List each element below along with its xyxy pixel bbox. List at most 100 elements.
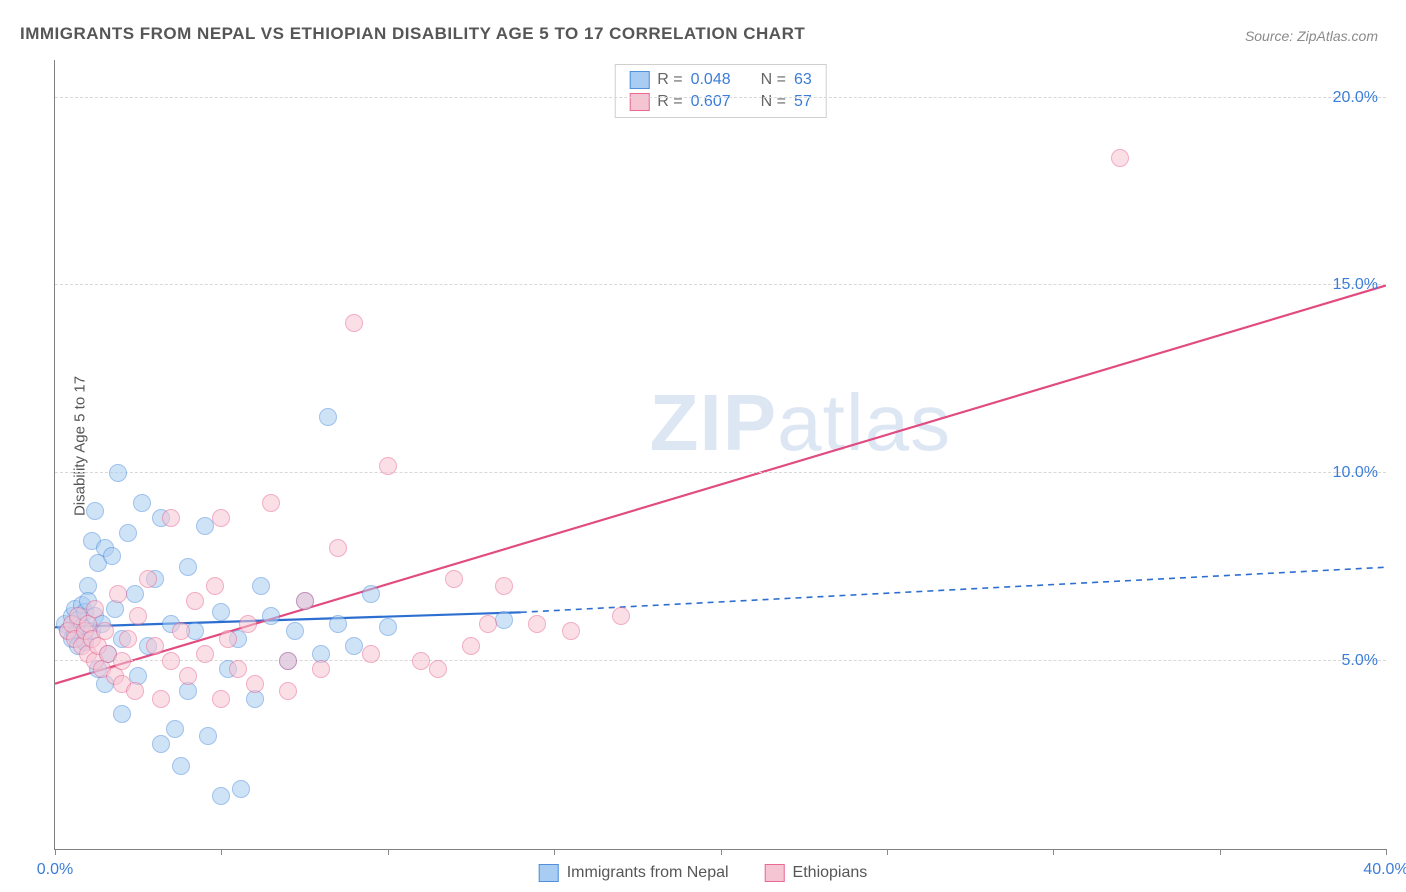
legend-swatch	[765, 864, 785, 882]
legend-series-label: Immigrants from Nepal	[567, 864, 729, 882]
r-label: R =	[657, 71, 682, 89]
x-tick	[1220, 849, 1221, 855]
source-attribution: Source: ZipAtlas.com	[1245, 28, 1378, 44]
scatter-point	[109, 585, 127, 603]
n-label: N =	[761, 71, 786, 89]
r-value: 0.048	[691, 71, 731, 89]
legend-stats: R = 0.048 N = 63 R =0.607N =57	[614, 64, 827, 118]
scatter-point	[362, 645, 380, 663]
scatter-point	[212, 787, 230, 805]
trend-lines	[55, 60, 1386, 849]
scatter-point	[172, 757, 190, 775]
scatter-point	[86, 600, 104, 618]
scatter-point	[162, 509, 180, 527]
scatter-point	[239, 615, 257, 633]
x-tick	[55, 849, 56, 855]
scatter-point	[312, 660, 330, 678]
x-tick	[1053, 849, 1054, 855]
scatter-point	[113, 652, 131, 670]
chart-container: IMMIGRANTS FROM NEPAL VS ETHIOPIAN DISAB…	[0, 0, 1406, 892]
scatter-point	[152, 690, 170, 708]
scatter-point	[246, 675, 264, 693]
x-tick	[554, 849, 555, 855]
scatter-point	[133, 494, 151, 512]
x-tick-label: 0.0%	[37, 861, 73, 879]
scatter-point	[495, 611, 513, 629]
chart-title: IMMIGRANTS FROM NEPAL VS ETHIOPIAN DISAB…	[20, 24, 805, 44]
scatter-point	[262, 607, 280, 625]
scatter-point	[162, 652, 180, 670]
gridline	[55, 284, 1386, 285]
scatter-point	[345, 637, 363, 655]
scatter-point	[212, 509, 230, 527]
scatter-point	[479, 615, 497, 633]
scatter-point	[199, 727, 217, 745]
scatter-point	[196, 517, 214, 535]
scatter-point	[379, 457, 397, 475]
scatter-point	[212, 690, 230, 708]
scatter-point	[286, 622, 304, 640]
scatter-point	[186, 592, 204, 610]
scatter-point	[96, 622, 114, 640]
scatter-point	[212, 603, 230, 621]
scatter-point	[528, 615, 546, 633]
scatter-point	[229, 660, 247, 678]
scatter-point	[126, 682, 144, 700]
y-tick-label: 5.0%	[1342, 652, 1378, 670]
scatter-point	[362, 585, 380, 603]
scatter-point	[196, 645, 214, 663]
scatter-point	[329, 615, 347, 633]
x-tick-label: 40.0%	[1363, 861, 1406, 879]
legend-stat-row: R =0.607N =57	[629, 91, 812, 113]
scatter-point	[119, 524, 137, 542]
scatter-point	[612, 607, 630, 625]
scatter-point	[1111, 149, 1129, 167]
x-tick	[221, 849, 222, 855]
scatter-point	[146, 637, 164, 655]
legend-stat-row: R = 0.048 N = 63	[629, 69, 812, 91]
scatter-point	[329, 539, 347, 557]
legend-series: Immigrants from Nepal Ethiopians	[539, 864, 868, 882]
scatter-point	[412, 652, 430, 670]
scatter-point	[562, 622, 580, 640]
scatter-point	[252, 577, 270, 595]
scatter-point	[126, 585, 144, 603]
scatter-point	[103, 547, 121, 565]
legend-swatch	[539, 864, 559, 882]
x-tick	[887, 849, 888, 855]
scatter-point	[206, 577, 224, 595]
scatter-point	[152, 735, 170, 753]
legend-series-label: Ethiopians	[793, 864, 868, 882]
y-tick-label: 15.0%	[1333, 276, 1378, 294]
scatter-point	[379, 618, 397, 636]
scatter-point	[279, 652, 297, 670]
legend-series-item: Ethiopians	[765, 864, 868, 882]
scatter-point	[462, 637, 480, 655]
legend-swatch	[629, 71, 649, 89]
scatter-point	[86, 502, 104, 520]
x-tick	[1386, 849, 1387, 855]
n-value: 63	[794, 71, 812, 89]
scatter-point	[109, 464, 127, 482]
x-tick	[388, 849, 389, 855]
scatter-point	[139, 570, 157, 588]
scatter-point	[129, 607, 147, 625]
scatter-point	[219, 630, 237, 648]
legend-series-item: Immigrants from Nepal	[539, 864, 729, 882]
scatter-point	[119, 630, 137, 648]
gridline	[55, 660, 1386, 661]
scatter-point	[106, 600, 124, 618]
plot-area: ZIPatlas R =0.048N =63R =0.607N =57 5.0%…	[54, 60, 1386, 850]
scatter-point	[113, 705, 131, 723]
scatter-point	[296, 592, 314, 610]
y-tick-label: 20.0%	[1333, 89, 1378, 107]
scatter-point	[319, 408, 337, 426]
scatter-point	[445, 570, 463, 588]
gridline	[55, 97, 1386, 98]
scatter-point	[262, 494, 280, 512]
scatter-point	[345, 314, 363, 332]
scatter-point	[166, 720, 184, 738]
y-tick-label: 10.0%	[1333, 464, 1378, 482]
scatter-point	[179, 667, 197, 685]
gridline	[55, 472, 1386, 473]
